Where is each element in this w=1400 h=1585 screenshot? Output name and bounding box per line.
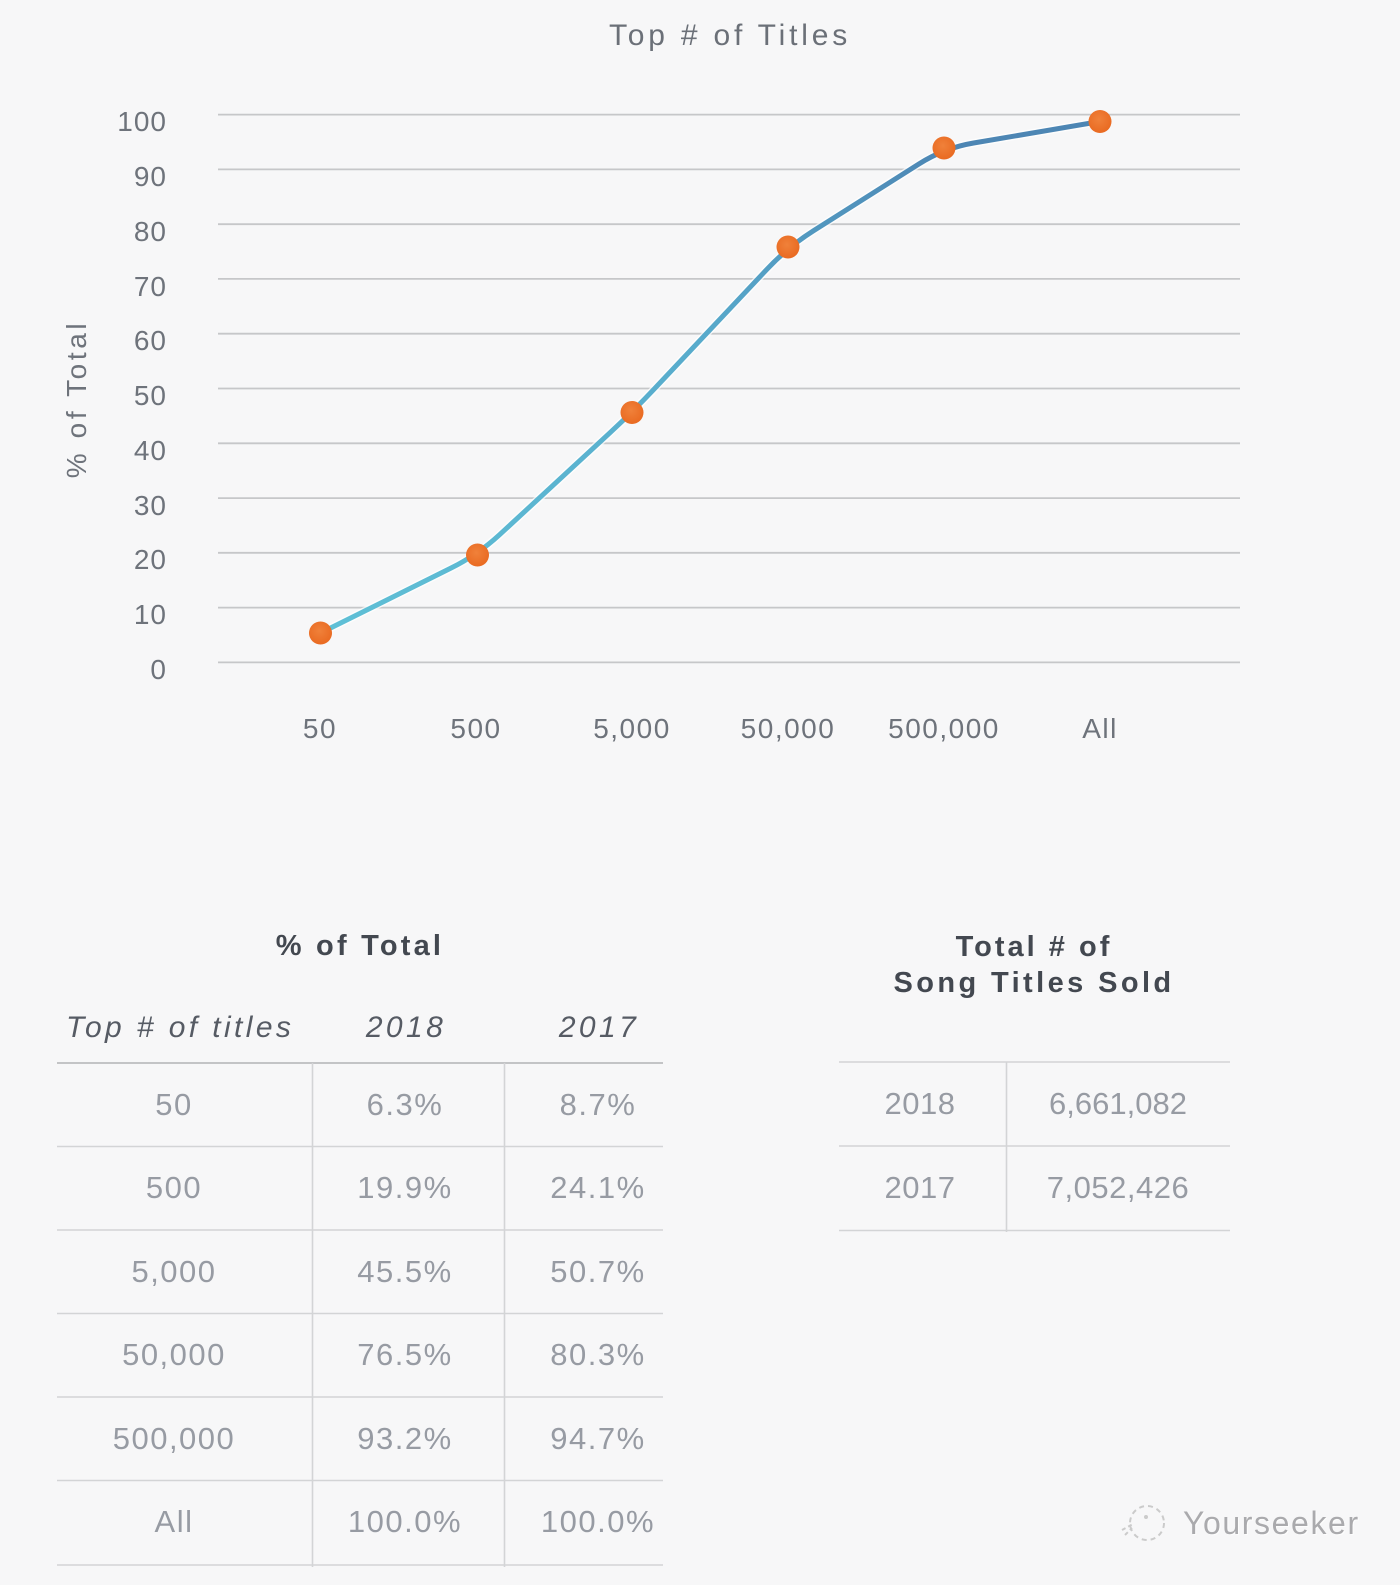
svg-text:Song Titles Sold: Song Titles Sold <box>893 967 1174 999</box>
svg-text:80.3%: 80.3% <box>550 1337 645 1372</box>
svg-text:50: 50 <box>155 1087 192 1122</box>
svg-text:All: All <box>1082 713 1118 744</box>
svg-text:90: 90 <box>134 161 167 192</box>
svg-text:40: 40 <box>134 435 167 466</box>
svg-text:24.1%: 24.1% <box>550 1170 645 1205</box>
svg-text:6.3%: 6.3% <box>367 1087 444 1122</box>
svg-text:500,000: 500,000 <box>113 1421 236 1456</box>
svg-text:Total # of: Total # of <box>956 931 1113 963</box>
svg-text:500: 500 <box>450 713 501 744</box>
svg-text:All: All <box>155 1504 194 1539</box>
svg-text:76.5%: 76.5% <box>357 1337 452 1372</box>
svg-text:2018: 2018 <box>365 1011 446 1044</box>
svg-text:45.5%: 45.5% <box>357 1254 452 1289</box>
svg-text:100: 100 <box>117 106 167 137</box>
svg-text:80: 80 <box>134 216 167 247</box>
svg-text:5,000: 5,000 <box>593 713 671 744</box>
svg-text:70: 70 <box>134 271 167 302</box>
svg-text:93.2%: 93.2% <box>357 1421 452 1456</box>
svg-text:94.7%: 94.7% <box>550 1421 645 1456</box>
svg-text:Yourseeker: Yourseeker <box>1183 1505 1360 1541</box>
svg-text:5,000: 5,000 <box>131 1254 216 1289</box>
svg-text:100.0%: 100.0% <box>541 1504 655 1539</box>
svg-text:% of Total: % of Total <box>276 930 444 962</box>
svg-text:2017: 2017 <box>885 1170 956 1205</box>
svg-text:2018: 2018 <box>885 1086 956 1121</box>
svg-text:19.9%: 19.9% <box>357 1170 452 1205</box>
svg-text:60: 60 <box>134 325 167 356</box>
svg-text:0: 0 <box>150 654 167 685</box>
svg-text:10: 10 <box>134 599 167 630</box>
svg-text:Top # of Titles: Top # of Titles <box>609 19 851 52</box>
svg-text:% of Total: % of Total <box>61 320 92 478</box>
svg-text:50: 50 <box>134 380 167 411</box>
svg-text:8.7%: 8.7% <box>560 1087 637 1122</box>
svg-text:500: 500 <box>146 1170 202 1205</box>
svg-text:2017: 2017 <box>558 1011 639 1044</box>
svg-text:50,000: 50,000 <box>122 1337 226 1372</box>
svg-text:50.7%: 50.7% <box>550 1254 645 1289</box>
svg-text:100.0%: 100.0% <box>348 1504 462 1539</box>
svg-text:50: 50 <box>303 713 337 744</box>
svg-text:7,052,426: 7,052,426 <box>1047 1170 1189 1205</box>
svg-text:30: 30 <box>134 490 167 521</box>
svg-text:Top # of titles: Top # of titles <box>66 1011 294 1044</box>
svg-text:50,000: 50,000 <box>741 713 836 744</box>
svg-text:6,661,082: 6,661,082 <box>1049 1086 1187 1121</box>
svg-text:500,000: 500,000 <box>888 713 1000 744</box>
svg-text:20: 20 <box>134 544 167 575</box>
